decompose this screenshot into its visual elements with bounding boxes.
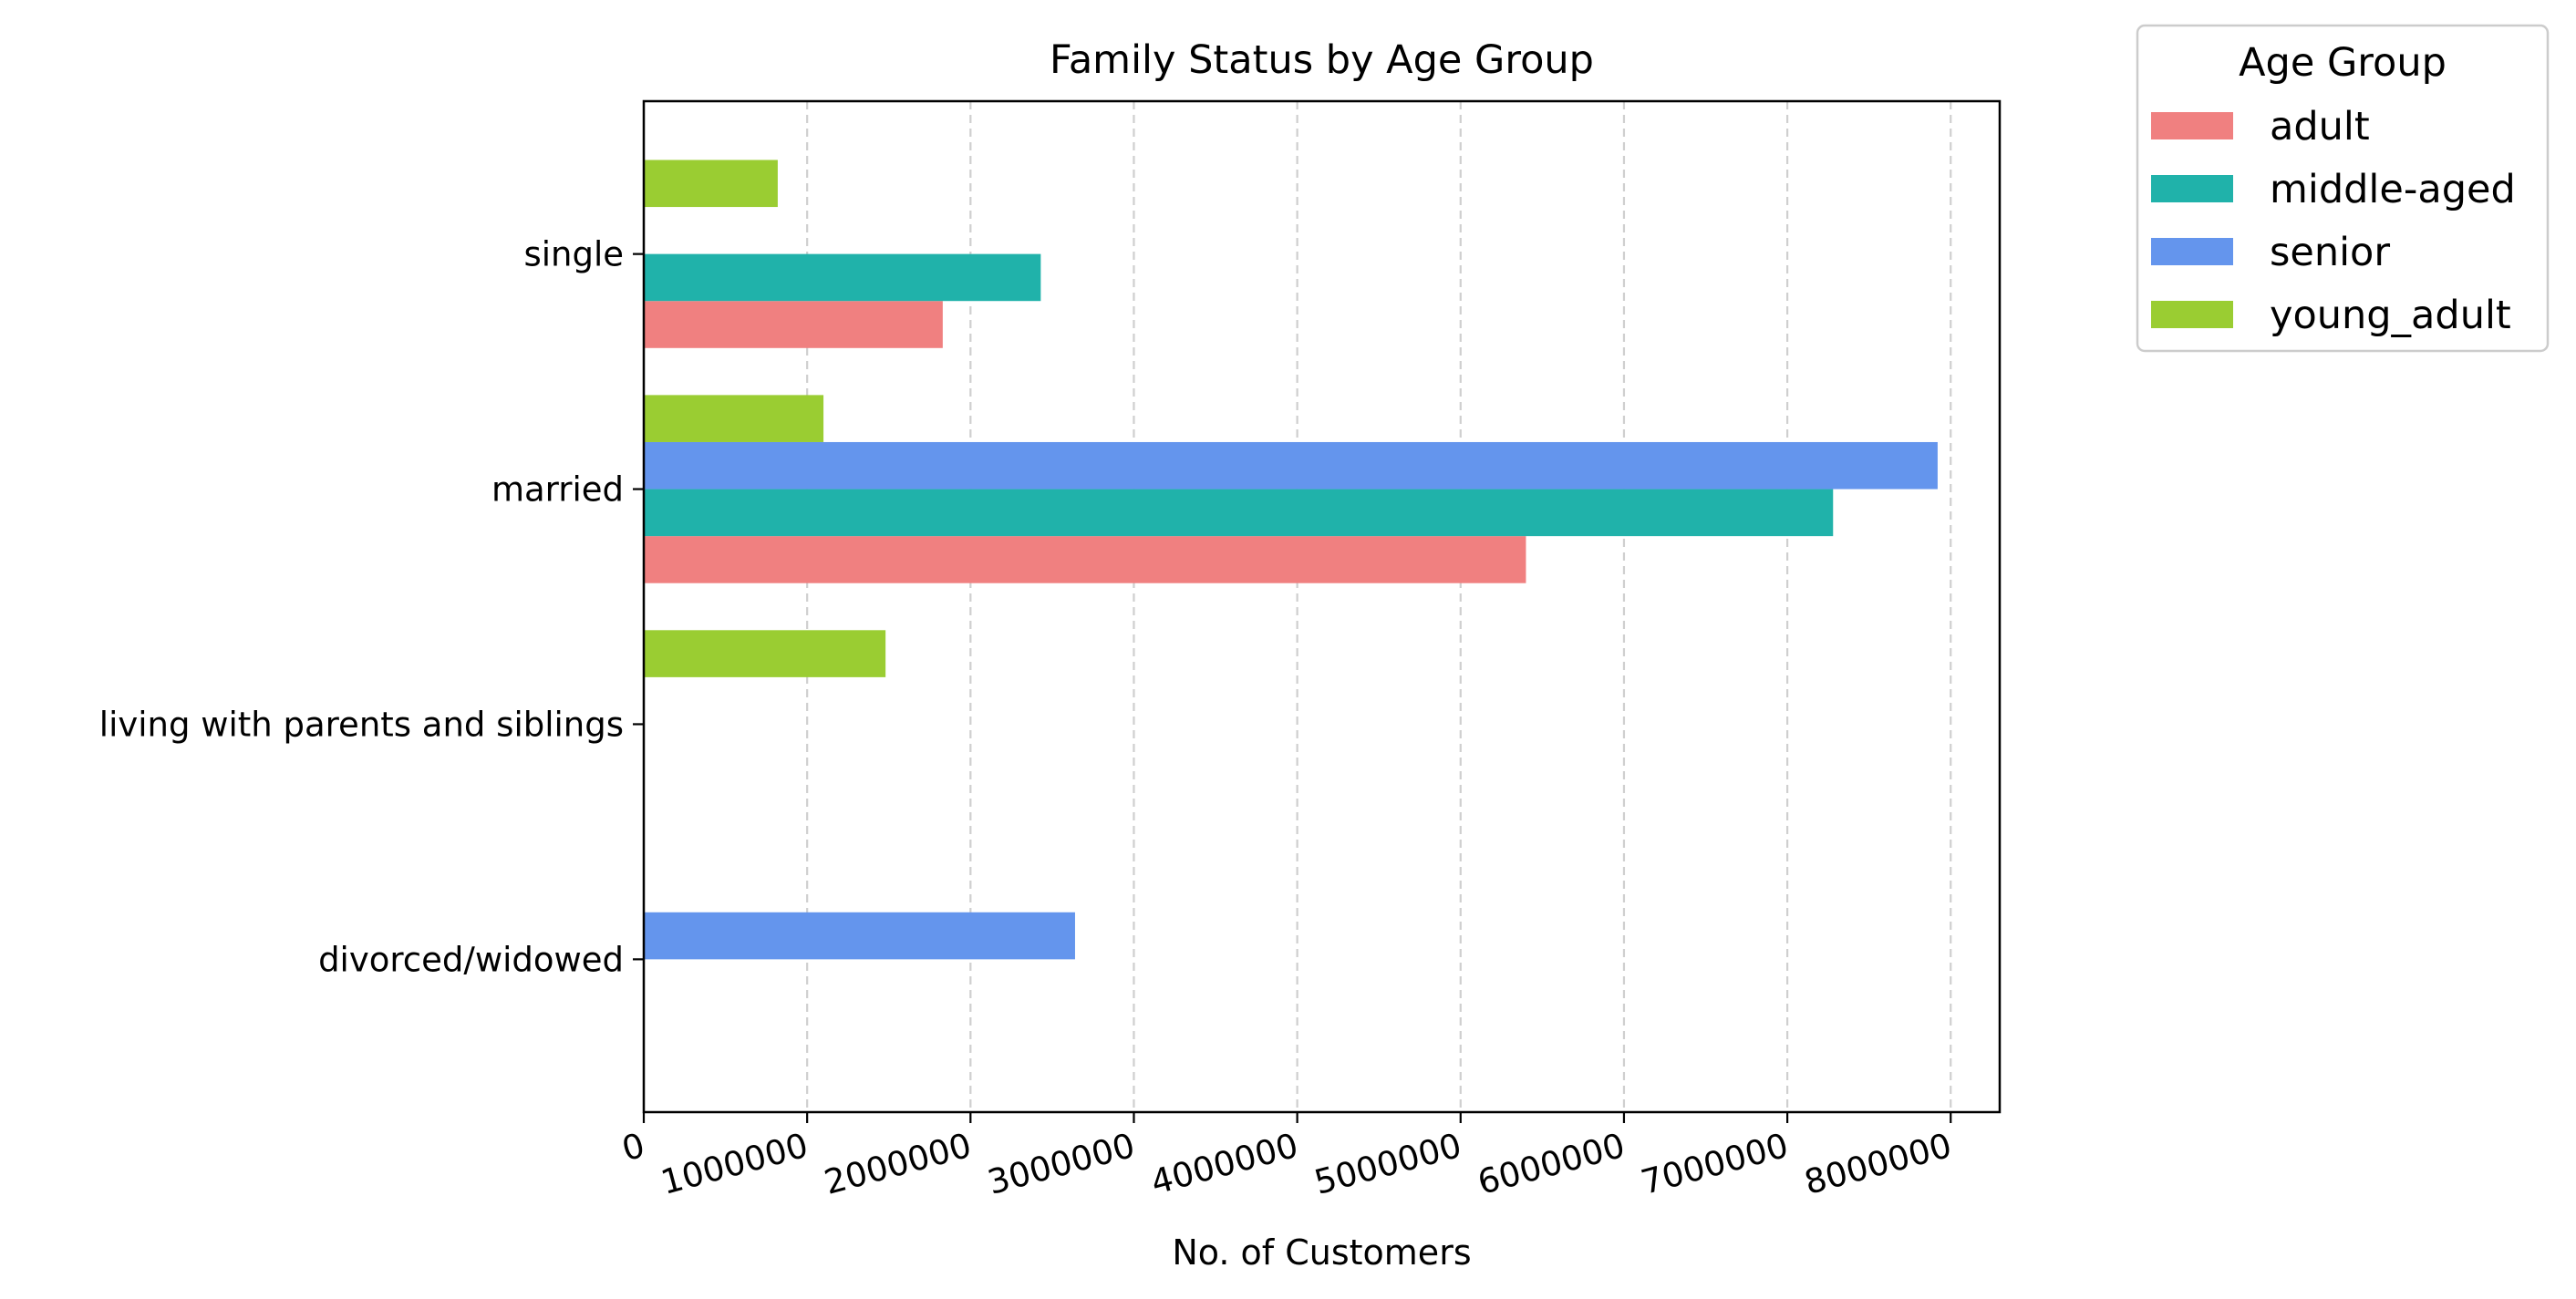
grid-layer bbox=[806, 101, 1952, 1112]
bar-adult-0 bbox=[644, 301, 943, 348]
bar-middle-aged-0 bbox=[644, 253, 1041, 302]
x-axis-label: No. of Customers bbox=[1172, 1232, 1471, 1273]
y-tick-label: married bbox=[491, 470, 624, 510]
x-tick-label: 3000000 bbox=[984, 1126, 1139, 1202]
bar-middle-aged-1 bbox=[644, 489, 1834, 537]
chart-title: Family Status by Age Group bbox=[1050, 37, 1594, 83]
x-tick-label: 8000000 bbox=[1800, 1126, 1955, 1202]
x-tick-label: 6000000 bbox=[1474, 1126, 1629, 1202]
legend-swatch-adult bbox=[2151, 112, 2233, 139]
y-tick-label: living with parents and siblings bbox=[99, 705, 624, 744]
x-tick-label: 5000000 bbox=[1310, 1126, 1465, 1202]
y-tick-label: single bbox=[523, 235, 624, 274]
x-tick-label: 1000000 bbox=[657, 1126, 812, 1202]
legend-label-young_adult: young_adult bbox=[2270, 293, 2511, 338]
legend-label-middle-aged: middle-aged bbox=[2270, 167, 2516, 212]
bar-senior-1 bbox=[644, 441, 1938, 490]
bar-adult-1 bbox=[644, 536, 1526, 583]
legend-label-senior: senior bbox=[2270, 230, 2390, 275]
bars-layer bbox=[644, 160, 1938, 960]
x-tick-label: 0 bbox=[618, 1126, 649, 1170]
bar-young_adult-1 bbox=[644, 395, 824, 442]
x-tick-label: 7000000 bbox=[1637, 1126, 1792, 1202]
legend-box bbox=[2136, 24, 2550, 353]
bar-senior-3 bbox=[644, 912, 1075, 960]
legend-swatch-young_adult bbox=[2151, 301, 2233, 328]
y-tick-label: divorced/widowed bbox=[318, 940, 624, 979]
legend-title: Age Group bbox=[2239, 40, 2447, 86]
legend: Age Group adult middle-aged senior young_adu… bbox=[2136, 24, 2550, 353]
legend-label-adult: adult bbox=[2270, 104, 2370, 149]
x-tick-label: 4000000 bbox=[1147, 1126, 1302, 1202]
bar-young_adult-2 bbox=[644, 630, 886, 677]
bar-young_adult-0 bbox=[644, 160, 778, 208]
ticks-layer: 0 1000000 2000000 3000000 4000000 5000000 6000… bbox=[99, 235, 1956, 1202]
legend-swatch-senior bbox=[2151, 238, 2233, 265]
legend-swatch-middle-aged bbox=[2151, 175, 2233, 202]
x-tick-label: 2000000 bbox=[820, 1126, 975, 1202]
plot-frame bbox=[642, 99, 2002, 1114]
